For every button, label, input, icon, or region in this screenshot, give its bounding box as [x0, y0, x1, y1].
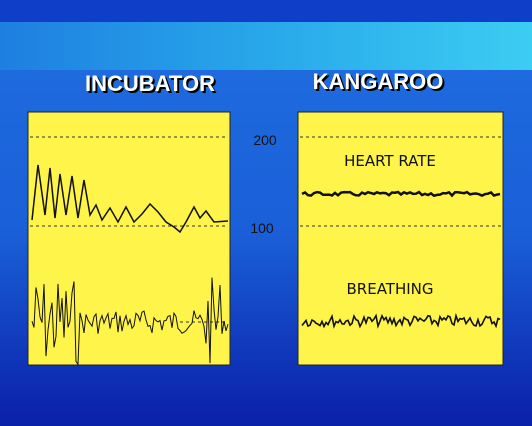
trace-label: BREATHING — [347, 280, 434, 298]
incubator-heart-trace — [31, 164, 229, 234]
reference-lines — [30, 136, 501, 323]
trace-label: HEART RATE — [344, 152, 436, 170]
incubator-panel — [27, 111, 231, 366]
scale-label: 200 — [253, 132, 277, 148]
panel-title: KANGAROO — [313, 69, 444, 94]
top-bar — [0, 0, 532, 22]
title-shadow: INCUBATOR — [87, 73, 217, 98]
header-band — [0, 22, 532, 70]
kangaroo-heart-trace — [301, 190, 501, 198]
panel-title: INCUBATOR — [85, 71, 215, 96]
title-shadow: KANGAROO — [315, 71, 446, 96]
incubator-breathing-trace — [31, 277, 229, 366]
kangaroo-panel — [297, 111, 504, 366]
scale-label: 100 — [250, 220, 274, 236]
kangaroo-breathing-trace — [301, 312, 501, 329]
